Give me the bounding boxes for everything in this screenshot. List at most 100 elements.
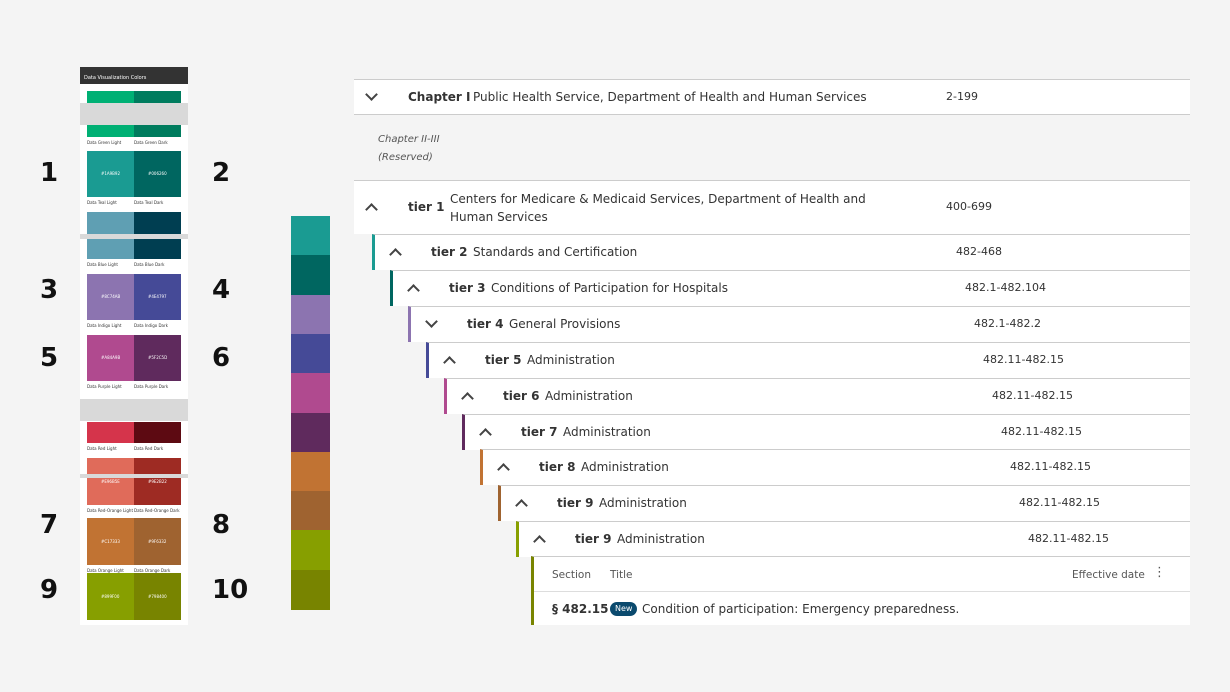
swatch-name: Data Purple Dark xyxy=(134,384,169,389)
tier-row xyxy=(444,377,1190,414)
swatch xyxy=(87,573,134,620)
swatch-hex: #8C74AB xyxy=(101,294,121,299)
tier-row xyxy=(426,341,1190,378)
swatch xyxy=(87,458,134,505)
chapter-range: 2-199 xyxy=(946,90,978,103)
chapter-row xyxy=(354,79,1190,115)
swatch-name: Data Red-Orange Dark xyxy=(134,508,180,513)
swatch xyxy=(87,518,134,565)
tier-row xyxy=(408,305,1190,342)
number-label: 7 xyxy=(40,510,59,540)
swatch-hex: #C17333 xyxy=(101,538,120,544)
tier-row xyxy=(390,269,1190,306)
number-label: 6 xyxy=(212,343,231,373)
swatch-hex: #798400 xyxy=(148,593,167,599)
tier-range: 482.11-482.15 xyxy=(1010,460,1091,474)
number-label: 9 xyxy=(40,575,59,605)
tier-title: Administration xyxy=(527,352,615,367)
swatch-name: Data Red-Orange Light xyxy=(87,508,134,513)
tier-label: tier 9 xyxy=(575,532,612,547)
tier-range: 482.11-482.15 xyxy=(1001,424,1082,438)
column-header: Section xyxy=(552,569,592,581)
tier-label: tier 9 xyxy=(557,496,594,511)
color-block xyxy=(291,569,330,610)
tier-title: Standards and Certification xyxy=(473,245,638,259)
swatch-hex: #4E4797 xyxy=(148,294,167,299)
number-label: 3 xyxy=(40,275,59,305)
tier-label: tier 8 xyxy=(539,460,576,475)
swatch-hex: #9E2B22 xyxy=(148,478,167,484)
swatch-name: Data Purple Light xyxy=(87,384,122,389)
tier-label: tier 6 xyxy=(503,388,540,403)
number-label: 4 xyxy=(212,275,231,305)
tier-label: tier 4 xyxy=(467,316,504,331)
color-block xyxy=(291,373,330,414)
new-badge: New xyxy=(610,602,638,616)
number-label: 8 xyxy=(212,510,231,540)
tier-label: tier 5 xyxy=(485,352,522,367)
section-table xyxy=(531,556,1190,625)
number-label: 2 xyxy=(212,158,231,188)
reserved-note: (Reserved) xyxy=(378,152,433,163)
tier-range: 482.1-482.104 xyxy=(965,280,1046,294)
color-block xyxy=(291,294,330,335)
gap-band xyxy=(80,474,188,478)
tier-row xyxy=(498,485,1190,522)
number-label: 5 xyxy=(40,343,59,373)
gap-band xyxy=(80,103,188,125)
swatch xyxy=(87,151,134,197)
swatch-hex: #5F2C5D xyxy=(148,355,168,360)
swatch-name: Data Blue Dark xyxy=(134,262,165,267)
column-header: Effective date xyxy=(1072,569,1145,581)
gap-band xyxy=(80,234,188,239)
palette-header xyxy=(80,67,188,84)
swatch xyxy=(134,422,181,443)
swatch-name: Data Green Light xyxy=(87,140,122,145)
tier-label: tier 2 xyxy=(431,245,468,259)
tier-title: General Provisions xyxy=(509,316,621,331)
palette-title: Data Visualization Colors xyxy=(84,75,147,81)
swatch-hex: #E96B5E xyxy=(101,478,120,484)
swatch-name: Data Red Dark xyxy=(134,446,164,451)
color-block xyxy=(291,491,330,532)
swatch xyxy=(87,335,134,381)
tier-label: tier 1 xyxy=(408,200,445,214)
tier-row xyxy=(462,413,1190,450)
swatch-hex: #899F00 xyxy=(101,593,120,599)
tier-range: 482.11-482.15 xyxy=(1028,532,1109,546)
swatch xyxy=(134,518,181,565)
number-label: 10 xyxy=(212,575,249,605)
color-block xyxy=(291,451,330,492)
swatch-hex: #A84A9B xyxy=(101,355,121,360)
divider xyxy=(534,591,1190,592)
swatch-hex: #9F6332 xyxy=(148,538,167,544)
swatch-name: Data Orange Dark xyxy=(134,568,171,573)
gap-band xyxy=(80,399,188,421)
swatch-name: Data Indigo Light xyxy=(87,323,122,328)
swatch xyxy=(134,573,181,620)
swatch-name: Data Indigo Dark xyxy=(134,323,168,328)
swatch xyxy=(134,151,181,197)
swatch-hex: #1A9B92 xyxy=(101,171,121,176)
swatch-hex: #006260 xyxy=(148,171,167,176)
tier-range: 400-699 xyxy=(946,200,992,213)
tier-title: Administration xyxy=(617,532,705,547)
swatch-name: Data Blue Light xyxy=(87,262,118,267)
more-icon: ⋮ xyxy=(1153,565,1166,580)
tier-range: 482.11-482.15 xyxy=(1019,496,1100,510)
tier-label: tier 3 xyxy=(449,280,486,295)
tier-range: 482.11-482.15 xyxy=(992,388,1073,402)
color-block xyxy=(291,333,330,374)
swatch-name: Data Green Dark xyxy=(134,140,168,145)
tier-range: 482.11-482.15 xyxy=(983,352,1064,366)
chapter-title: Public Health Service, Department of Hea… xyxy=(473,90,867,104)
reserved-title: Chapter II-III xyxy=(378,134,440,145)
tier-title: Administration xyxy=(599,496,687,511)
swatch xyxy=(134,458,181,505)
tier-range: 482-468 xyxy=(956,245,1002,258)
tier-row xyxy=(480,449,1190,486)
swatch-name: Data Teal Dark xyxy=(134,200,164,205)
color-block xyxy=(291,412,330,453)
tier-title: Administration xyxy=(581,460,669,475)
